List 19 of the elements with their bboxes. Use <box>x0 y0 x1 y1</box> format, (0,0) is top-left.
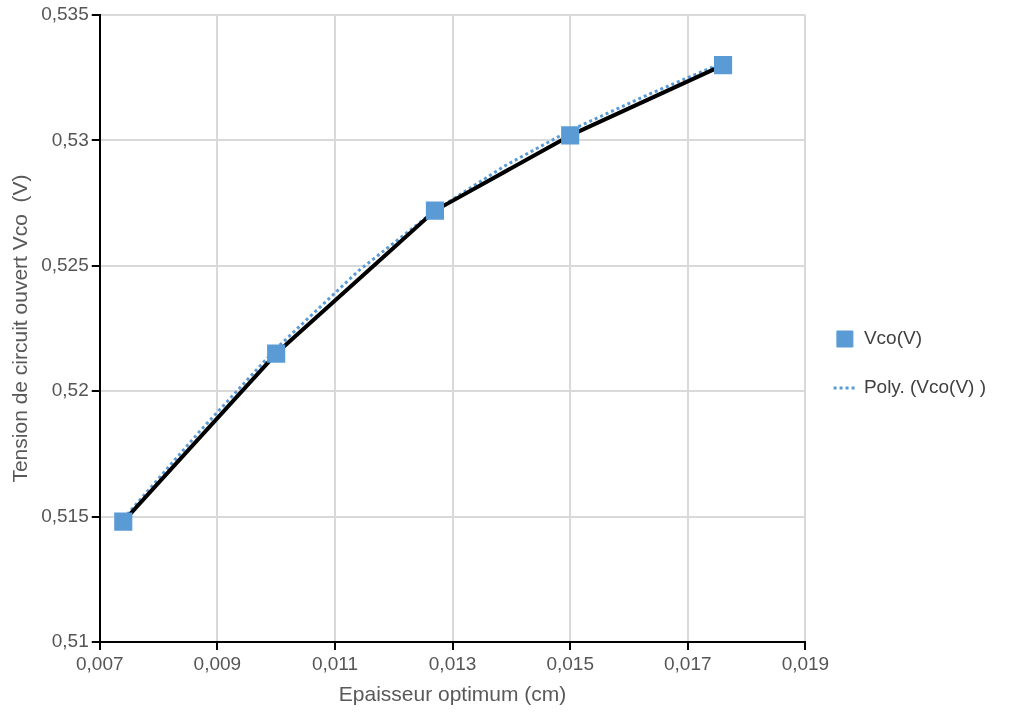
y-tick-label: 0,525 <box>41 254 89 276</box>
x-axis-title: Epaisseur optimum (cm) <box>338 682 567 706</box>
point <box>425 201 444 220</box>
x-tick-label: 0,019 <box>781 652 830 674</box>
y-tick-label: 0,52 <box>51 379 89 401</box>
y-tick-label: 0,53 <box>51 128 89 150</box>
x-tick-label: 0,017 <box>664 652 712 674</box>
y-tick-label: 0,515 <box>41 504 89 526</box>
y-tick-label: 0,535 <box>41 3 89 25</box>
y-tick-label: 0,51 <box>51 630 89 652</box>
y-axis-title: Tension de circuit ouvert Vco (V) <box>8 174 32 483</box>
legend-label: Vco(V) <box>863 327 922 349</box>
x-tick-label: 0,015 <box>546 652 594 674</box>
legend-label: Poly. (Vco(V) ) <box>863 376 986 398</box>
x-tick-label: 0,013 <box>428 652 477 674</box>
point <box>114 512 133 531</box>
x-tick-label: 0,011 <box>311 652 359 674</box>
x-tick-label: 0,009 <box>193 652 242 674</box>
x-tick-label: 0,007 <box>75 652 124 674</box>
